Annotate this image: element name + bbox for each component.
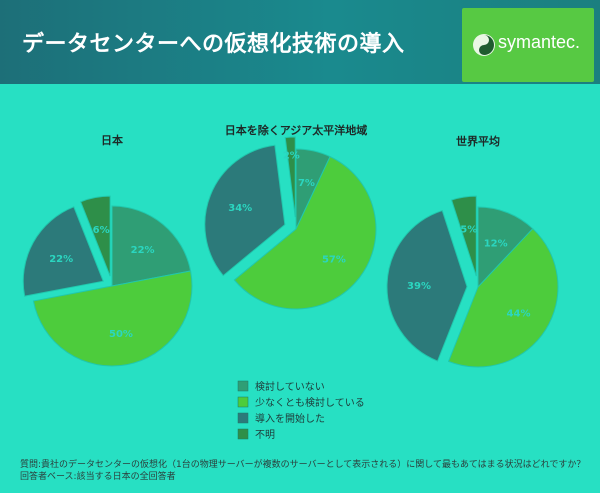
logo-box: symantec. bbox=[462, 8, 594, 82]
data-label-not-considered: 22% bbox=[131, 245, 155, 256]
symantec-logo-icon bbox=[473, 34, 495, 56]
legend-label-started: 導入を開始した bbox=[255, 412, 325, 425]
pie-chart-apac: 日本を除くアジア太平洋地域 7% 57% 34% 2% bbox=[204, 123, 377, 310]
pie-title: 日本を除くアジア太平洋地域 bbox=[225, 123, 368, 137]
data-label-unknown: 2% bbox=[283, 151, 300, 162]
legend-swatch-started bbox=[237, 412, 249, 424]
slide-header: データセンターへの仮想化技術の導入 symantec. bbox=[0, 0, 600, 84]
pie-slice-started bbox=[386, 209, 468, 362]
data-label-considering: 57% bbox=[322, 254, 346, 265]
legend-swatch-not-considered bbox=[237, 380, 249, 392]
pie-title: 日本 bbox=[101, 133, 123, 147]
pie-slice-started bbox=[22, 206, 104, 297]
data-label-started: 22% bbox=[49, 254, 73, 265]
legend-swatch-unknown bbox=[237, 428, 249, 440]
pie-slice-not-considered bbox=[477, 206, 534, 289]
legend-swatch-considering bbox=[237, 396, 249, 408]
data-label-not-considered: 12% bbox=[484, 238, 508, 249]
data-label-not-considered: 7% bbox=[298, 178, 315, 189]
pie-chart-japan: 日本 22% 50% 22% 6% bbox=[22, 133, 193, 367]
data-label-unknown: 5% bbox=[460, 225, 477, 236]
data-label-started: 39% bbox=[407, 281, 431, 292]
pie-slice-not-considered bbox=[111, 205, 192, 287]
legend-label-unknown: 不明 bbox=[255, 429, 275, 441]
pie-slice-considering bbox=[32, 270, 193, 367]
pie-slice-considering bbox=[447, 227, 559, 368]
footnote: 質問:貴社のデータセンターの仮想化（1台の物理サーバーが複数のサーバーとして表示… bbox=[20, 460, 586, 482]
pie-slice-unknown bbox=[80, 195, 111, 277]
pie-slice-unknown bbox=[450, 195, 477, 277]
pie-title: 世界平均 bbox=[456, 134, 500, 148]
pie-slice-unknown bbox=[284, 136, 296, 218]
data-label-considering: 44% bbox=[507, 309, 531, 320]
data-label-started: 34% bbox=[228, 203, 252, 214]
slide-title: データセンターへの仮想化技術の導入 bbox=[22, 32, 405, 57]
legend-label-considering: 少なくとも検討している bbox=[255, 396, 365, 409]
pie-slice-considering bbox=[233, 155, 377, 310]
pie-chart-world: 世界平均 12% 44% 39% 5% bbox=[386, 134, 559, 368]
logo-text: symantec. bbox=[498, 32, 581, 52]
data-label-unknown: 6% bbox=[93, 225, 110, 236]
legend-label-not-considered: 検討していない bbox=[255, 380, 325, 393]
data-label-considering: 50% bbox=[109, 329, 133, 340]
pie-slice-started bbox=[204, 144, 286, 277]
pie-charts: 日本 22% 50% 22% 6% 日本を除くアジア太平洋地域 7% 57% 34% 2% 世界… bbox=[22, 123, 559, 441]
